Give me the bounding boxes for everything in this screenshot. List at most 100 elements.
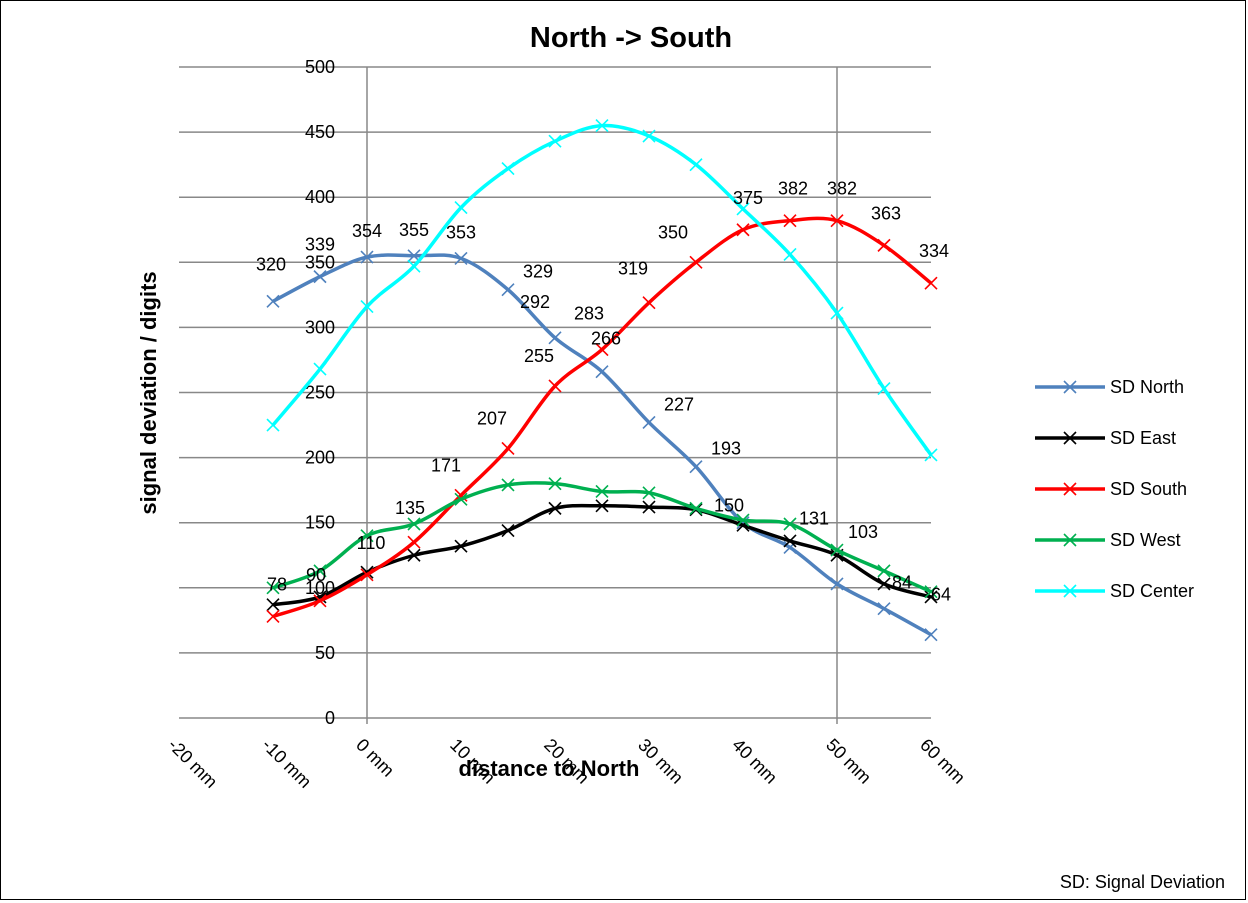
- sd-east-marker: [595, 499, 609, 513]
- data-label: 227: [664, 394, 694, 414]
- sd-east-marker: [877, 577, 891, 591]
- sd-south-marker: [360, 568, 374, 582]
- x-tick-label: -10 mm: [258, 735, 315, 792]
- sd-center-marker: [642, 129, 656, 143]
- data-label: 283: [574, 304, 604, 324]
- sd-south-marker: [689, 255, 703, 269]
- sd-east-marker: [407, 548, 421, 562]
- sd-north-marker: [501, 283, 515, 297]
- data-label: 150: [714, 496, 744, 516]
- data-label: 292: [520, 292, 550, 312]
- sd-south-marker: [830, 214, 844, 228]
- sd-north-marker: [689, 460, 703, 474]
- data-label: 84: [892, 573, 912, 593]
- sd-west-marker: [783, 517, 797, 531]
- sd-north-marker: [360, 250, 374, 264]
- sd-south-marker: [501, 441, 515, 456]
- chart-title: North -> South: [530, 22, 732, 54]
- sd-east-marker: [924, 590, 938, 604]
- y-tick-label: 200: [305, 448, 335, 468]
- sd-east-marker: [266, 598, 280, 612]
- data-label: 375: [733, 188, 763, 208]
- x-tick-label: -20 mm: [164, 735, 221, 792]
- data-label: 350: [658, 222, 688, 242]
- sd-west-marker: [548, 477, 562, 491]
- sd-west-marker: [313, 564, 327, 578]
- y-tick-label: 350: [305, 252, 335, 272]
- sd-west-marker: [501, 478, 515, 492]
- x-tick-label: 40 mm: [728, 735, 781, 788]
- data-label: 320: [256, 254, 286, 274]
- sd-west-marker: [360, 529, 374, 543]
- sd-center-marker: [689, 158, 703, 172]
- sd-center-marker: [830, 306, 844, 320]
- sd-center-marker: [266, 418, 280, 432]
- sd-north-marker: [924, 628, 938, 642]
- data-label: 110: [357, 533, 386, 553]
- sd-north-marker: [595, 365, 609, 379]
- x-tick-label: 50 mm: [822, 735, 875, 788]
- legend-sd-west-marker: [1063, 533, 1077, 547]
- sd-east-marker: [548, 501, 562, 515]
- legend-sd-center-marker: [1063, 584, 1077, 598]
- sd-west-marker: [924, 585, 938, 599]
- data-label: 171: [431, 455, 461, 475]
- data-label: 207: [477, 408, 507, 428]
- sd-center-marker: [924, 448, 938, 462]
- sd-south-marker: [877, 238, 891, 252]
- legend-sd-south-marker: [1063, 482, 1077, 496]
- sd-north-marker: [313, 270, 327, 284]
- data-label: 334: [919, 241, 949, 261]
- data-label: 382: [778, 179, 808, 199]
- sd-south-marker: [736, 223, 750, 237]
- sd-west-marker: [736, 513, 750, 527]
- sd-east-marker: [501, 523, 515, 538]
- data-label: 353: [446, 222, 476, 242]
- legend-sd-east-marker: [1063, 431, 1077, 445]
- sd-center-marker: [783, 247, 797, 262]
- sd-center-marker: [736, 202, 750, 216]
- legend-sd-east-label: SD East: [1110, 428, 1176, 448]
- data-label: 64: [931, 585, 951, 605]
- data-label: 319: [618, 259, 648, 279]
- data-label: 266: [591, 329, 621, 349]
- y-tick-label: 500: [305, 57, 335, 77]
- y-tick-label: 150: [305, 513, 335, 533]
- sd-west-marker: [877, 564, 891, 578]
- sd-west-marker: [830, 543, 844, 557]
- sd-south-marker: [407, 535, 421, 549]
- sd-center-marker: [548, 134, 562, 148]
- data-label: 78: [267, 574, 287, 594]
- sd-center-marker: [877, 382, 891, 396]
- sd-north-marker: [548, 331, 562, 345]
- sd-south-marker: [642, 296, 656, 310]
- sd-north-marker: [877, 602, 891, 616]
- sd-center-marker: [360, 300, 374, 314]
- sd-south-line: [272, 216, 933, 619]
- sd-south-marker: [313, 594, 327, 608]
- data-label: 355: [399, 220, 429, 240]
- sd-center-marker: [313, 362, 327, 376]
- sd-south-marker: [595, 342, 609, 357]
- data-label: 103: [848, 522, 878, 542]
- sd-west-marker: [689, 501, 703, 515]
- x-tick-label: 30 mm: [634, 735, 687, 788]
- sd-north-marker: [454, 251, 468, 265]
- data-label: 329: [523, 262, 553, 282]
- x-axis-title: distance to North: [459, 756, 640, 781]
- legend-sd-west-label: SD West: [1110, 530, 1181, 550]
- y-axis-title: signal deviation / digits: [136, 271, 161, 514]
- sd-center-line: [271, 123, 933, 457]
- sd-south-marker: [924, 276, 938, 290]
- y-tick-label: 50: [315, 643, 335, 663]
- y-tick-label: 450: [305, 122, 335, 142]
- data-label: 193: [711, 439, 741, 459]
- sd-north-marker: [830, 577, 844, 591]
- sd-north-marker: [266, 294, 280, 308]
- sd-south-marker: [548, 379, 562, 393]
- sd-south-marker: [266, 609, 280, 624]
- sd-east-marker: [642, 500, 656, 514]
